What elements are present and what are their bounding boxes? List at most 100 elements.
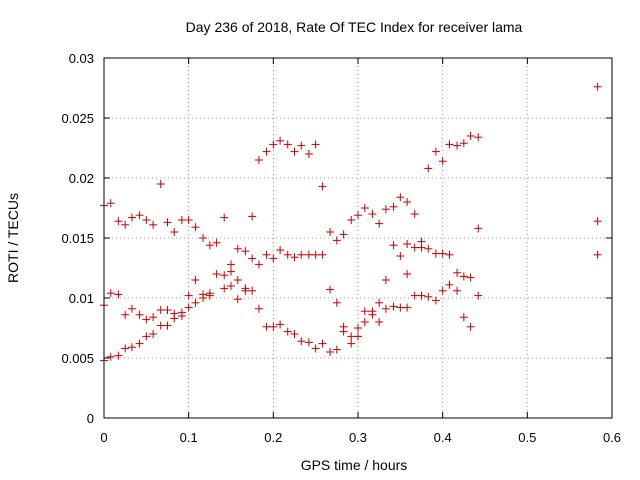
data-point: [205, 291, 214, 300]
data-point: [297, 250, 306, 259]
data-point: [396, 303, 405, 312]
tick-labels: 0 0.1 0.2 0.3 0.4 0.5 0.6 0 0.005 0.01 0.015 0.02 0.…: [61, 51, 621, 445]
data-point: [177, 216, 186, 224]
y-tick-label: 0.025: [61, 111, 94, 126]
data-point: [403, 240, 412, 248]
data-points: [100, 82, 602, 365]
data-point: [438, 286, 447, 295]
data-point: [177, 308, 186, 317]
data-point: [262, 147, 271, 156]
data-point: [254, 260, 263, 269]
data-point: [269, 322, 278, 331]
y-tick-label: 0.005: [61, 351, 94, 366]
data-point: [227, 267, 235, 276]
data-point: [466, 273, 475, 282]
data-point: [191, 276, 200, 284]
y-tick-label: 0: [87, 411, 94, 426]
data-point: [389, 302, 398, 311]
data-point: [318, 339, 327, 348]
data-point: [205, 241, 214, 250]
data-point: [290, 253, 299, 262]
data-point: [262, 250, 271, 259]
data-point: [424, 164, 433, 173]
data-point: [354, 324, 362, 332]
data-point: [241, 247, 250, 256]
y-tick-label: 0.03: [69, 51, 94, 66]
data-point: [199, 234, 208, 242]
data-point: [459, 272, 468, 281]
x-tick-label: 0.5: [518, 430, 536, 445]
data-point: [326, 228, 335, 236]
data-point: [233, 276, 242, 284]
data-point: [368, 210, 377, 218]
data-point: [332, 298, 341, 307]
data-point: [311, 344, 320, 353]
x-tick-label: 0.4: [434, 430, 452, 445]
x-tick-label: 0.1: [180, 430, 198, 445]
data-point: [459, 313, 468, 322]
data-point: [332, 345, 341, 354]
data-point: [142, 216, 151, 224]
data-point: [347, 216, 356, 224]
data-point: [339, 327, 348, 336]
data-point: [593, 250, 602, 259]
data-point: [127, 343, 136, 352]
data-point: [375, 219, 384, 228]
data-point: [403, 303, 412, 312]
data-point: [227, 260, 235, 269]
data-point: [248, 286, 257, 295]
data-point: [191, 298, 200, 307]
x-axis-label: GPS time / hours: [301, 457, 408, 473]
y-tick-label: 0.01: [69, 291, 94, 306]
grid-lines: [104, 58, 612, 418]
y-axis-label: ROTI / TECUs: [5, 193, 21, 283]
data-point: [304, 338, 313, 347]
data-point: [453, 286, 462, 295]
data-point: [438, 249, 447, 258]
data-point: [233, 244, 242, 253]
data-point: [233, 295, 242, 304]
data-point: [135, 310, 144, 319]
data-point: [311, 250, 320, 259]
data-point: [142, 332, 151, 341]
data-point: [339, 230, 348, 239]
data-point: [474, 291, 483, 300]
data-point: [438, 157, 447, 166]
data-point: [368, 310, 377, 319]
data-point: [290, 147, 299, 156]
data-point: [354, 211, 362, 220]
data-point: [220, 213, 229, 222]
data-point: [424, 244, 433, 253]
x-tick-label: 0.2: [264, 430, 282, 445]
data-point: [375, 298, 384, 307]
data-point: [114, 217, 123, 226]
chart-title: Day 236 of 2018, Rate Of TEC Index for r…: [186, 19, 523, 35]
data-point: [276, 246, 285, 254]
data-point: [304, 250, 313, 259]
data-point: [381, 205, 390, 214]
plot-frame: [103, 57, 613, 419]
data-point: [220, 284, 229, 293]
data-point: [360, 204, 369, 212]
data-point: [254, 304, 263, 313]
data-point: [283, 250, 292, 259]
data-point: [212, 238, 221, 247]
data-point: [453, 141, 462, 150]
data-point: [410, 291, 419, 300]
data-point: [474, 133, 483, 142]
data-point: [121, 220, 130, 229]
data-point: [396, 252, 405, 260]
data-point: [403, 198, 412, 206]
axes: [103, 57, 613, 419]
data-point: [347, 339, 356, 348]
data-point: [163, 218, 172, 227]
data-point: [149, 220, 158, 229]
data-point: [453, 268, 462, 277]
data-point: [121, 310, 130, 319]
data-point: [424, 292, 433, 301]
data-point: [381, 304, 390, 313]
data-point: [156, 306, 165, 314]
data-point: [297, 337, 306, 346]
data-point: [149, 330, 158, 338]
data-point: [466, 132, 475, 140]
